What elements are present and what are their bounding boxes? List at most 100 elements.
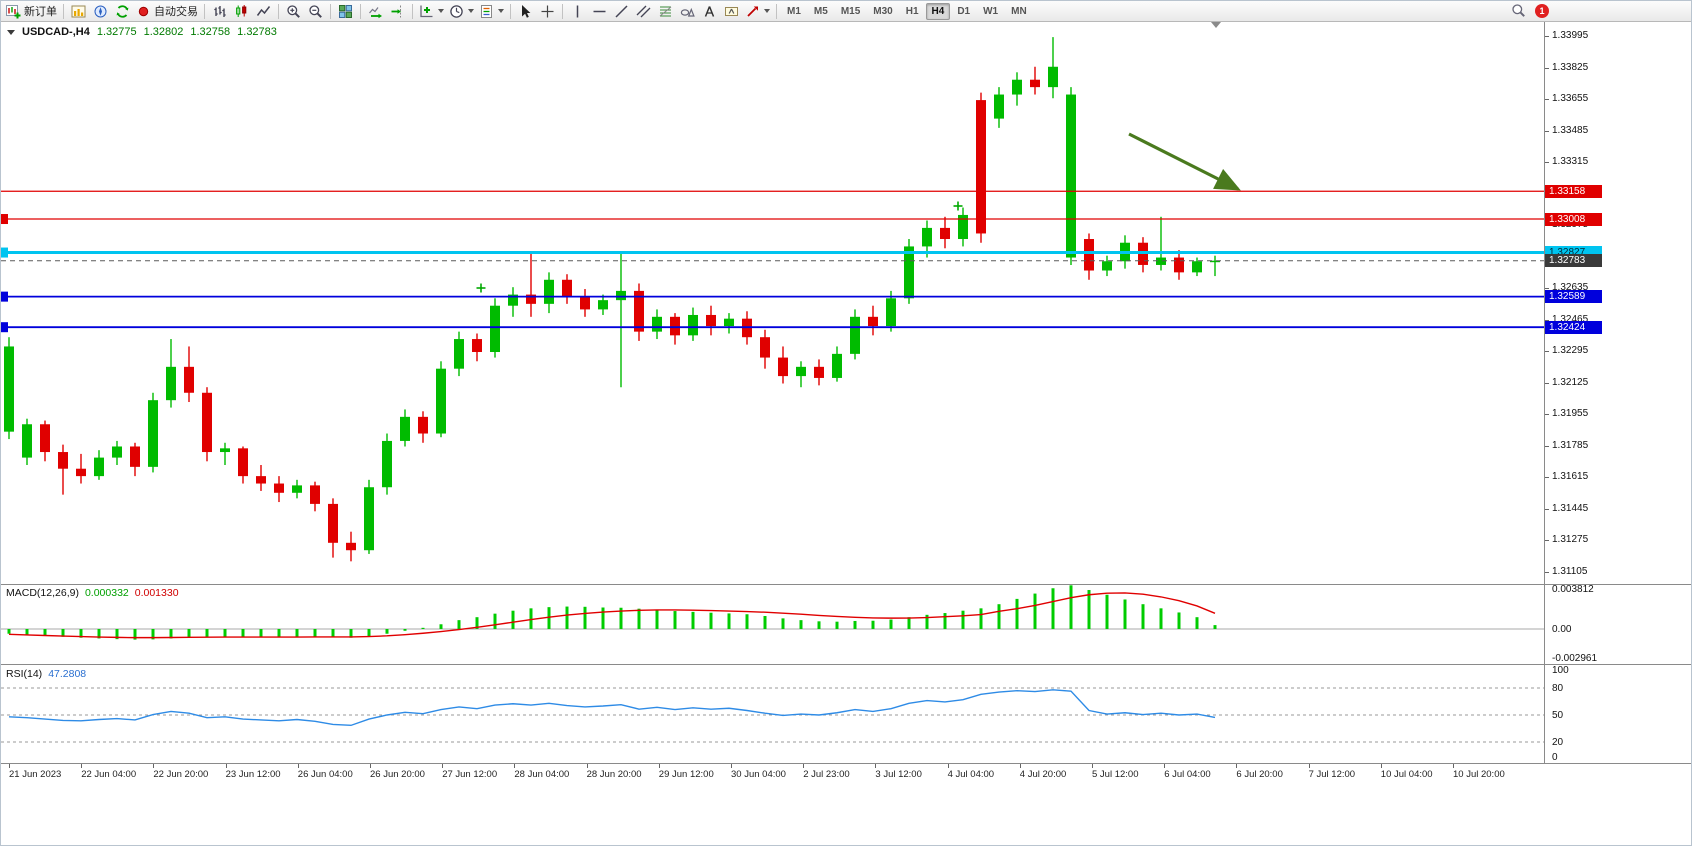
price-tick-label: 1.31955 bbox=[1552, 408, 1589, 420]
candle bbox=[634, 290, 644, 332]
candle bbox=[1210, 260, 1220, 263]
price-tick-label: 1.33485 bbox=[1552, 124, 1589, 136]
chart-shift-marker-icon[interactable] bbox=[1211, 22, 1221, 28]
trend-arrow[interactable] bbox=[1128, 132, 1241, 191]
dropdown-caret-icon bbox=[498, 9, 504, 13]
candlestick-mode-button[interactable] bbox=[231, 2, 252, 21]
channel-icon bbox=[636, 5, 651, 17]
candle bbox=[76, 468, 86, 477]
horizontal-line-tool-button[interactable] bbox=[589, 2, 610, 21]
tile-windows-button[interactable] bbox=[335, 2, 356, 21]
time-label: 29 Jun 12:00 bbox=[658, 769, 714, 780]
candle bbox=[652, 316, 662, 332]
time-label: 7 Jul 12:00 bbox=[1308, 769, 1356, 780]
candle bbox=[544, 279, 554, 304]
collapse-triangle-icon[interactable] bbox=[7, 29, 15, 35]
candle bbox=[1192, 261, 1202, 273]
notification-badge[interactable]: 1 bbox=[1535, 3, 1549, 18]
candle bbox=[724, 318, 734, 327]
candle bbox=[760, 337, 770, 358]
rsi-panel[interactable] bbox=[1, 665, 1544, 763]
text-label-tool-button[interactable] bbox=[721, 2, 742, 21]
rsi-axis-label: 50 bbox=[1552, 709, 1564, 721]
price-tick bbox=[1545, 414, 1549, 416]
timeframe-button-w1[interactable]: W1 bbox=[983, 5, 999, 17]
timeframe-button-mn[interactable]: MN bbox=[1011, 5, 1027, 17]
rsi-axis-label: 20 bbox=[1552, 736, 1564, 748]
candle bbox=[850, 316, 860, 354]
time-label: 6 Jul 20:00 bbox=[1236, 769, 1283, 780]
candle bbox=[166, 366, 176, 401]
bar-chart-mode-button[interactable] bbox=[209, 2, 230, 21]
time-tick bbox=[947, 764, 949, 768]
candle bbox=[1156, 257, 1166, 265]
candle bbox=[1048, 66, 1058, 88]
price-axis[interactable]: 1.33158 1.33008 1.32827 1.32783 1.32589 1.324… bbox=[1545, 21, 1691, 763]
channel-tool-button[interactable] bbox=[633, 2, 654, 21]
crosshair-tool-button[interactable] bbox=[537, 2, 558, 21]
indicators-button[interactable] bbox=[417, 2, 446, 21]
rsi-axis[interactable]: 100 80 50 20 0 bbox=[1545, 665, 1691, 763]
timeframe-button-m5[interactable]: M5 bbox=[813, 5, 828, 17]
refresh-icon bbox=[116, 4, 129, 18]
templates-button[interactable] bbox=[477, 2, 506, 21]
time-tick bbox=[153, 764, 155, 768]
candle bbox=[562, 279, 572, 297]
time-axis[interactable]: 21 Jun 2023 22 Jun 04:00 22 Jun 20:00 23 Ju… bbox=[1, 763, 1691, 845]
cursor-tool-button[interactable] bbox=[515, 2, 536, 21]
candle bbox=[958, 214, 968, 240]
market-watch-button[interactable] bbox=[68, 2, 89, 21]
vertical-line-tool-button[interactable] bbox=[567, 2, 588, 21]
trendline-tool-button[interactable] bbox=[611, 2, 632, 21]
cursor-icon bbox=[522, 4, 531, 18]
candle bbox=[202, 392, 212, 453]
time-tick bbox=[514, 764, 516, 768]
macd-axis[interactable]: 0.003812 0.00 -0.002961 bbox=[1545, 584, 1691, 664]
time-label: 30 Jun 04:00 bbox=[731, 769, 786, 780]
candle bbox=[40, 424, 50, 453]
price-tick-label: 1.31275 bbox=[1552, 534, 1589, 546]
time-label: 5 Jul 12:00 bbox=[1092, 769, 1139, 780]
fibonacci-tool-button[interactable] bbox=[655, 2, 676, 21]
time-tick bbox=[875, 764, 877, 768]
auto-scroll-button[interactable] bbox=[365, 2, 386, 21]
zoom-in-button[interactable] bbox=[283, 2, 304, 21]
candle bbox=[1066, 94, 1076, 258]
rsi-value: 47.2808 bbox=[48, 668, 87, 680]
candle bbox=[508, 294, 518, 306]
panel-separator[interactable] bbox=[1, 584, 1691, 585]
line-chart-mode-button[interactable] bbox=[253, 2, 274, 21]
auto-scroll-icon bbox=[369, 6, 382, 18]
chart-shift-button[interactable] bbox=[387, 2, 408, 21]
candle bbox=[778, 357, 788, 377]
timeframe-button-m30[interactable]: M30 bbox=[873, 5, 893, 17]
arrows-tool-button[interactable] bbox=[743, 2, 772, 21]
shapes-tool-button[interactable] bbox=[677, 2, 698, 21]
autotrading-button[interactable]: 自动交易 bbox=[134, 2, 200, 21]
timeframe-button-d1[interactable]: D1 bbox=[957, 5, 971, 17]
timeframe-button-h4[interactable]: H4 bbox=[925, 2, 951, 20]
candle bbox=[1084, 239, 1094, 271]
new-order-button[interactable]: 新订单 bbox=[4, 2, 59, 21]
search-icon[interactable] bbox=[1511, 3, 1526, 18]
periods-button[interactable] bbox=[447, 2, 476, 21]
timeframe-button-h1[interactable]: H1 bbox=[905, 5, 919, 17]
shapes-icon bbox=[680, 7, 695, 17]
text-tool-button[interactable] bbox=[699, 2, 720, 21]
zoom-out-button[interactable] bbox=[305, 2, 326, 21]
price-tick bbox=[1545, 36, 1549, 38]
toolbar-separator bbox=[510, 3, 511, 19]
panel-separator[interactable] bbox=[1, 664, 1691, 665]
macd-panel[interactable] bbox=[1, 584, 1544, 664]
toolbar-separator bbox=[562, 3, 563, 19]
refresh-button[interactable] bbox=[112, 2, 133, 21]
timeframe-button-m15[interactable]: M15 bbox=[840, 5, 861, 17]
price-tick-label: 1.32635 bbox=[1552, 282, 1589, 294]
time-tick bbox=[9, 764, 10, 768]
main-chart[interactable] bbox=[1, 21, 1544, 584]
navigator-button[interactable] bbox=[90, 2, 111, 21]
chart-header: USDCAD-,H4 1.32775 1.32802 1.32758 1.327… bbox=[7, 26, 277, 38]
autotrading-status-icon bbox=[138, 6, 149, 16]
dropdown-caret-icon bbox=[764, 9, 770, 13]
timeframe-button-m1[interactable]: M1 bbox=[787, 5, 801, 17]
